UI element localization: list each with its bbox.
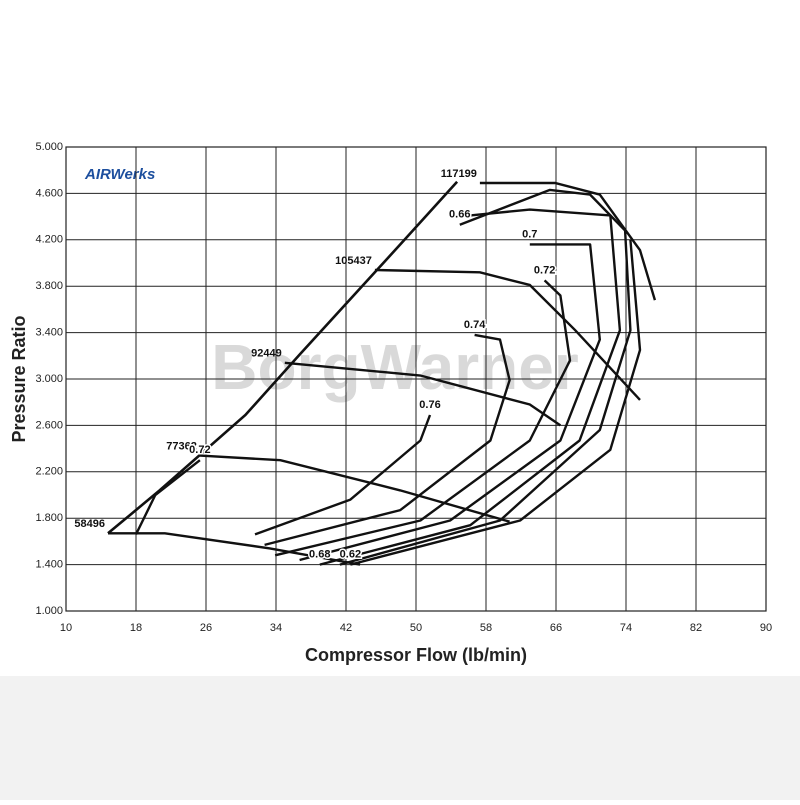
speed-line — [479, 181, 657, 301]
speed-label: 105437 — [335, 255, 372, 267]
speed-line — [284, 361, 562, 427]
y-tick-label: 1.800 — [35, 512, 63, 524]
y-tick-label: 3.000 — [35, 373, 63, 385]
x-tick-label: 66 — [550, 622, 562, 634]
y-tick-label: 4.600 — [35, 187, 63, 199]
watermark: BorgWarner — [211, 331, 578, 403]
x-tick-label: 82 — [690, 622, 702, 634]
x-tick-label: 10 — [60, 622, 72, 634]
efficiency-label: 0.72 — [534, 264, 555, 276]
speed-label: 92449 — [251, 348, 282, 360]
efficiency-line — [350, 239, 642, 566]
x-tick-label: 74 — [620, 622, 632, 634]
speed-line — [199, 454, 510, 523]
x-tick-label: 26 — [200, 622, 212, 634]
efficiency-label: 0.7 — [522, 228, 537, 240]
speed-line — [374, 268, 641, 401]
y-tick-label: 2.600 — [35, 419, 63, 431]
x-tick-label: 58 — [480, 622, 492, 634]
y-axis-label: Pressure Ratio — [9, 315, 29, 442]
efficiency-line — [134, 279, 572, 557]
efficiency-line — [254, 414, 432, 536]
efficiency-line — [264, 333, 511, 547]
x-tick-label: 18 — [130, 622, 142, 634]
efficiency-line — [299, 243, 601, 562]
efficiency-label: 0.72 — [189, 444, 210, 456]
x-tick-label: 42 — [340, 622, 352, 634]
y-tick-label: 4.200 — [35, 234, 63, 246]
speed-label: 77362 — [166, 440, 197, 452]
y-tick-label: 1.400 — [35, 559, 63, 571]
efficiency-label: 0.68 — [309, 549, 330, 561]
efficiency-label: 0.74 — [464, 319, 486, 331]
plot-frame — [65, 146, 767, 612]
speed-label: 58496 — [74, 518, 105, 530]
logo: AIRWerks — [84, 166, 155, 183]
y-tick-label: 3.400 — [35, 327, 63, 339]
y-tick-label: 3.800 — [35, 280, 63, 292]
x-tick-label: 90 — [760, 622, 772, 634]
x-axis-label: Compressor Flow (lb/min) — [305, 645, 527, 665]
y-tick-label: 5.000 — [35, 141, 63, 153]
y-tick-label: 2.200 — [35, 466, 63, 478]
speed-label: 117199 — [441, 168, 477, 180]
efficiency-label: 0.76 — [419, 399, 440, 411]
x-tick-label: 34 — [270, 622, 282, 634]
y-tick-label: 1.000 — [35, 605, 63, 617]
efficiency-line — [319, 208, 622, 566]
footer-band — [0, 676, 800, 800]
efficiency-label: 0.62 — [340, 549, 361, 561]
x-tick-label: 50 — [410, 622, 422, 634]
efficiency-line — [339, 188, 632, 566]
efficiency-label: 0.66 — [449, 209, 470, 221]
